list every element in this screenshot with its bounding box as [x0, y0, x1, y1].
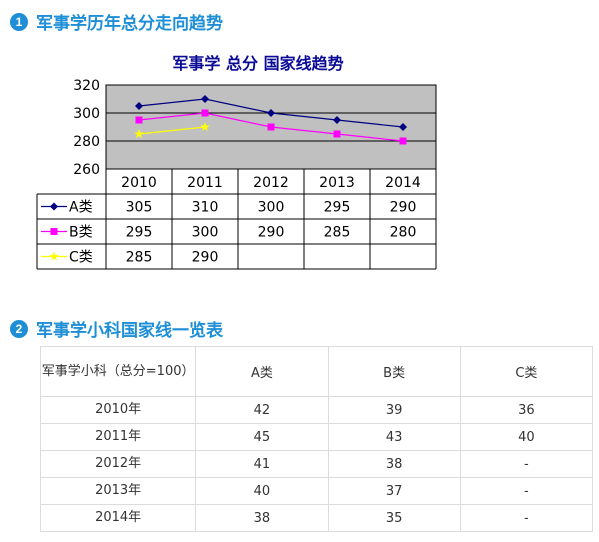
table-cell: 40 [459, 423, 594, 451]
data-label: 285 [324, 225, 351, 241]
section-title: 军事学历年总分走向趋势 [36, 14, 223, 34]
table-cell: 2013年 [39, 477, 197, 505]
header-cell: B类 [327, 346, 461, 397]
data-point [267, 123, 275, 131]
data-point [399, 123, 407, 131]
y-tick-label: 320 [73, 78, 100, 94]
table-cell: 38 [327, 450, 461, 478]
table-row: 2012年 41 38 - [39, 450, 594, 478]
table-row: 2011年 45 43 40 [39, 423, 594, 451]
table-cell: 2012年 [39, 450, 197, 478]
data-point [135, 102, 143, 110]
x-tick-label: 2011 [187, 175, 223, 191]
x-tick-label: 2012 [253, 175, 289, 191]
table-cell: 43 [327, 423, 461, 451]
section-1-heading: 1 军事学历年总分走向趋势 [10, 9, 223, 34]
table-cell: 40 [195, 477, 329, 505]
data-label: 295 [324, 200, 351, 216]
data-point [134, 129, 144, 138]
header-cell: 军事学小科（总分=100） [39, 346, 197, 397]
section-title: 军事学小科国家线一览表 [36, 321, 223, 341]
table-cell: 36 [459, 396, 594, 424]
table-cell: 42 [195, 396, 329, 424]
legend-label: B类 [69, 225, 93, 241]
section-number-badge: 1 [10, 12, 28, 31]
table-row: 2013年 40 37 - [39, 477, 594, 505]
data-label: 305 [126, 200, 153, 216]
data-point [135, 116, 143, 124]
section-number-badge: 2 [10, 319, 28, 338]
table-cell: 45 [195, 423, 329, 451]
data-point [200, 122, 210, 131]
data-label: 310 [192, 200, 219, 216]
table-cell: 41 [195, 450, 329, 478]
table-cell: - [459, 504, 594, 532]
section-2-heading: 2 军事学小科国家线一览表 [10, 316, 223, 341]
x-tick-label: 2010 [121, 175, 157, 191]
table-cell: 2011年 [39, 423, 197, 451]
table-cell: 38 [195, 504, 329, 532]
data-point [399, 137, 407, 145]
data-point [201, 95, 209, 103]
table-row: 2014年 38 35 - [39, 504, 594, 532]
data-point [201, 109, 209, 117]
header-cell: C类 [459, 346, 594, 397]
data-point [333, 130, 341, 138]
data-point [50, 202, 58, 211]
series-line [138, 126, 206, 135]
header-cell: A类 [195, 346, 329, 397]
table-cell: 2014年 [39, 504, 197, 532]
subject-score-table: 军事学小科（总分=100） A类 B类 C类 2010年 42 39 36 20… [39, 346, 594, 532]
data-label: 290 [390, 200, 417, 216]
table-header-row: 军事学小科（总分=100） A类 B类 C类 [39, 346, 594, 397]
x-tick-label: 2013 [319, 175, 355, 191]
table-cell: 2010年 [39, 396, 197, 424]
table-cell: 39 [327, 396, 461, 424]
data-label: 280 [390, 225, 417, 241]
data-point [49, 251, 59, 261]
data-label: 295 [126, 225, 153, 241]
data-point [50, 228, 58, 235]
data-point [333, 116, 341, 124]
y-tick-label: 260 [73, 162, 100, 178]
data-label: 290 [258, 225, 285, 241]
legend-label: A类 [69, 200, 93, 216]
data-point [267, 109, 275, 117]
data-label: 290 [192, 250, 219, 266]
y-tick-label: 280 [73, 134, 100, 150]
table-cell: 37 [327, 477, 461, 505]
chart-title: 军事学 总分 国家线趋势 [172, 54, 344, 73]
table-cell: - [459, 450, 594, 478]
table-cell: 35 [327, 504, 461, 532]
table-row: 2010年 42 39 36 [39, 396, 594, 424]
line-chart: 260 280 300 320 2010 2011 2012 2013 2014 A类 305 310… [36, 78, 437, 270]
data-label: 300 [192, 225, 219, 241]
data-label: 285 [126, 250, 153, 266]
data-label: 300 [258, 200, 285, 216]
table-cell: - [459, 477, 594, 505]
y-tick-label: 300 [73, 106, 100, 122]
x-tick-label: 2014 [385, 175, 421, 191]
legend-label: C类 [69, 250, 93, 266]
